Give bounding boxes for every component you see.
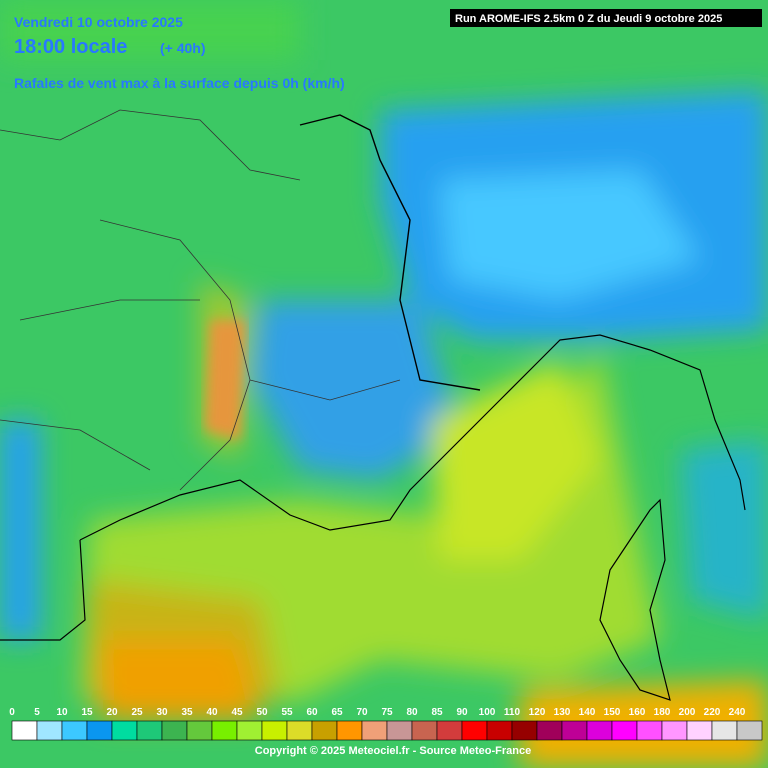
legend-label: 150 [604, 707, 621, 718]
legend-swatch [11, 720, 38, 741]
legend-swatch [386, 720, 413, 741]
legend-swatch [661, 720, 688, 741]
lead-time: (+ 40h) [160, 40, 206, 56]
legend-swatch [686, 720, 713, 741]
legend-label: 100 [479, 707, 496, 718]
legend-label: 45 [231, 707, 243, 718]
legend-swatch [511, 720, 538, 741]
legend-label: 35 [181, 707, 193, 718]
legend-swatch [61, 720, 88, 741]
legend-swatch [436, 720, 463, 741]
legend-swatch [336, 720, 363, 741]
legend-label: 70 [356, 707, 368, 718]
legend-swatch [586, 720, 613, 741]
legend-swatch [461, 720, 488, 741]
legend-swatch [411, 720, 438, 741]
legend-label: 50 [256, 707, 268, 718]
legend-swatch [311, 720, 338, 741]
legend-swatch [136, 720, 163, 741]
legend-label: 80 [406, 707, 418, 718]
legend-label: 130 [554, 707, 571, 718]
legend: 0 5 10 15 20 25 30 35 40 45 50 55 60 65 70 75 80 85 90 100 1… [9, 707, 763, 741]
legend-label: 60 [306, 707, 318, 718]
legend-swatch [161, 720, 188, 741]
legend-swatch [736, 720, 763, 741]
legend-label: 240 [729, 707, 746, 718]
legend-label: 5 [34, 707, 40, 718]
legend-label: 40 [206, 707, 218, 718]
legend-label: 120 [529, 707, 546, 718]
legend-swatch [186, 720, 213, 741]
legend-swatch [711, 720, 738, 741]
legend-swatch [111, 720, 138, 741]
legend-swatch [211, 720, 238, 741]
legend-swatch [561, 720, 588, 741]
legend-label: 85 [431, 707, 443, 718]
run-box [450, 9, 762, 27]
legend-label: 65 [331, 707, 343, 718]
parameter: Rafales de vent max à la surface depuis … [14, 75, 345, 91]
legend-label: 20 [106, 707, 118, 718]
legend-swatch [361, 720, 388, 741]
legend-label: 220 [704, 707, 721, 718]
legend-label: 0 [9, 707, 15, 718]
legend-swatch [611, 720, 638, 741]
borders [0, 109, 746, 701]
legend-label: 160 [629, 707, 646, 718]
legend-label: 25 [131, 707, 143, 718]
legend-swatch [36, 720, 63, 741]
legend-label: 75 [381, 707, 393, 718]
legend-swatch [486, 720, 513, 741]
forecast-date: Vendredi 10 octobre 2025 [14, 14, 183, 30]
legend-label: 200 [679, 707, 696, 718]
run-info: Run AROME-IFS 2.5km 0 Z du Jeudi 9 octob… [455, 13, 722, 25]
legend-swatch [86, 720, 113, 741]
legend-label: 10 [56, 707, 68, 718]
legend-label: 55 [281, 707, 293, 718]
legend-label: 90 [456, 707, 468, 718]
legend-label: 15 [81, 707, 93, 718]
legend-swatch [636, 720, 663, 741]
legend-swatch [236, 720, 263, 741]
legend-swatch [286, 720, 313, 741]
legend-label: 180 [654, 707, 671, 718]
copyright: Copyright © 2025 Meteociel.fr - Source M… [255, 745, 531, 757]
forecast-time: 18:00 locale [14, 36, 127, 58]
legend-swatch [261, 720, 288, 741]
legend-label: 140 [579, 707, 596, 718]
legend-label: 110 [504, 707, 521, 718]
legend-swatch [536, 720, 563, 741]
legend-label: 30 [156, 707, 168, 718]
